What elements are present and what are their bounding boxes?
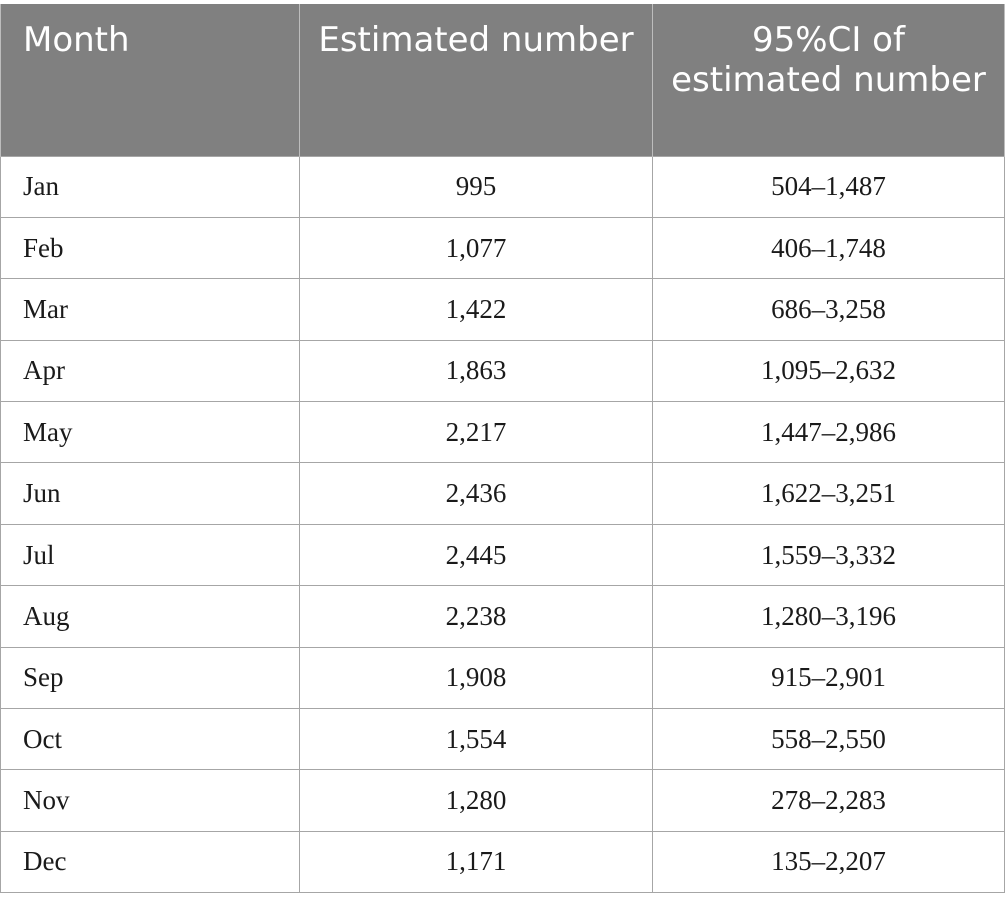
table-row: Oct 1,554 558–2,550 (0, 708, 1005, 771)
table-row: May 2,217 1,447–2,986 (0, 401, 1005, 464)
ci-cell: 1,447–2,986 (652, 401, 1005, 464)
ci-cell: 278–2,283 (652, 769, 1005, 832)
ci-cell: 558–2,550 (652, 708, 1005, 771)
table-row: Aug 2,238 1,280–3,196 (0, 585, 1005, 648)
estimate-cell: 2,445 (299, 523, 653, 587)
estimates-table: Month Estimated number 95%CI of estimate… (0, 4, 1005, 894)
column-header-month: Month (0, 4, 300, 156)
ci-cell: 915–2,901 (652, 646, 1005, 710)
month-cell: Apr (0, 339, 300, 403)
ci-cell: 406–1,748 (652, 216, 1005, 280)
ci-cell: 1,280–3,196 (652, 585, 1005, 648)
table-row: Mar 1,422 686–3,258 (0, 278, 1005, 341)
estimate-cell: 2,238 (299, 585, 653, 648)
estimate-cell: 1,908 (299, 646, 653, 710)
estimate-cell: 1,280 (299, 769, 653, 832)
month-cell: Sep (0, 646, 300, 710)
estimate-cell: 2,217 (299, 401, 653, 464)
month-cell: Aug (0, 585, 300, 648)
month-cell: Oct (0, 708, 300, 771)
table-row: Nov 1,280 278–2,283 (0, 769, 1005, 832)
column-header-estimated-number: Estimated number (299, 4, 653, 156)
ci-cell: 135–2,207 (652, 830, 1005, 894)
table-row: Sep 1,908 915–2,901 (0, 646, 1005, 710)
estimate-cell: 1,077 (299, 216, 653, 280)
estimate-cell: 1,422 (299, 278, 653, 341)
table-row: Jul 2,445 1,559–3,332 (0, 523, 1005, 587)
month-cell: Dec (0, 830, 300, 894)
table-row: Dec 1,171 135–2,207 (0, 830, 1005, 894)
month-cell: Feb (0, 216, 300, 280)
month-cell: Jul (0, 523, 300, 587)
ci-cell: 1,559–3,332 (652, 523, 1005, 587)
month-cell: Jun (0, 462, 300, 525)
estimate-cell: 1,171 (299, 830, 653, 894)
estimate-cell: 1,554 (299, 708, 653, 771)
estimate-cell: 2,436 (299, 462, 653, 525)
month-cell: Nov (0, 769, 300, 832)
header-row: Month Estimated number 95%CI of estimate… (0, 4, 1005, 156)
estimate-cell: 1,863 (299, 339, 653, 403)
table-row: Jun 2,436 1,622–3,251 (0, 462, 1005, 525)
ci-cell: 504–1,487 (652, 155, 1005, 218)
month-cell: Jan (0, 155, 300, 218)
table-row: Apr 1,863 1,095–2,632 (0, 339, 1005, 403)
table-body: Jan 995 504–1,487 Feb 1,077 406–1,748 Ma… (0, 155, 1005, 894)
month-cell: May (0, 401, 300, 464)
table-row: Jan 995 504–1,487 (0, 155, 1005, 218)
ci-cell: 1,095–2,632 (652, 339, 1005, 403)
ci-cell: 1,622–3,251 (652, 462, 1005, 525)
ci-cell: 686–3,258 (652, 278, 1005, 341)
table-row: Feb 1,077 406–1,748 (0, 216, 1005, 280)
estimate-cell: 995 (299, 155, 653, 218)
table-header: Month Estimated number 95%CI of estimate… (0, 4, 1005, 156)
column-header-95ci: 95%CI of estimated number (652, 4, 1005, 156)
month-cell: Mar (0, 278, 300, 341)
